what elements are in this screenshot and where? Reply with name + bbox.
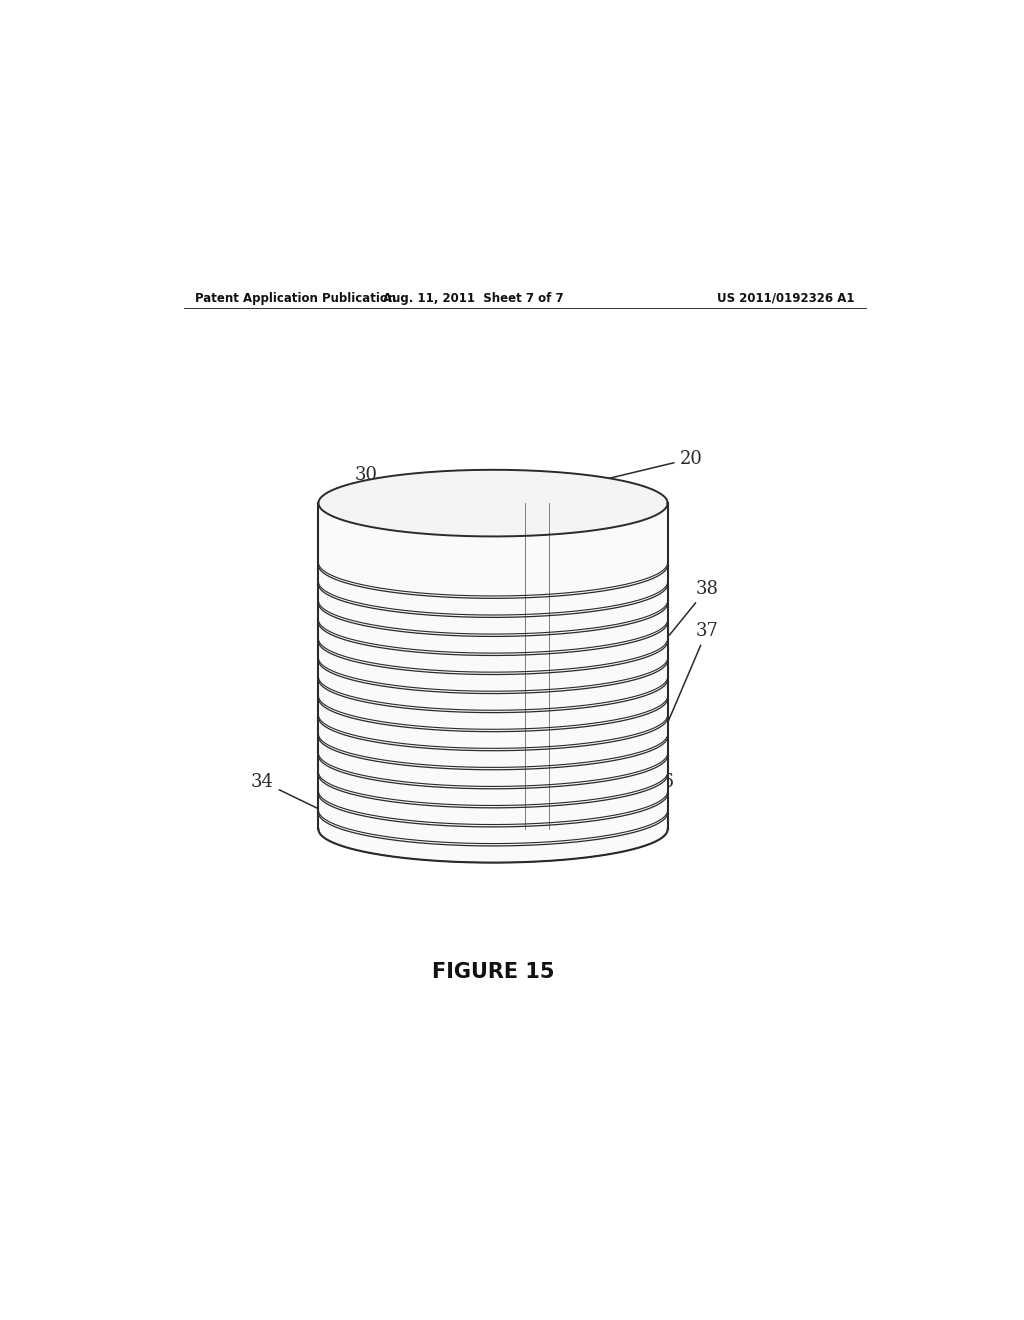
Text: 20: 20 — [592, 450, 702, 483]
Polygon shape — [318, 775, 668, 825]
Text: 38: 38 — [670, 579, 719, 635]
Polygon shape — [318, 609, 668, 675]
Polygon shape — [318, 793, 668, 843]
Polygon shape — [318, 742, 668, 808]
Polygon shape — [318, 737, 668, 787]
Polygon shape — [318, 565, 668, 615]
Polygon shape — [318, 503, 668, 595]
Polygon shape — [318, 645, 668, 713]
Polygon shape — [318, 684, 668, 751]
Polygon shape — [318, 665, 668, 731]
Polygon shape — [318, 704, 668, 770]
Polygon shape — [318, 722, 668, 789]
Text: 36: 36 — [652, 772, 675, 810]
Polygon shape — [318, 470, 668, 536]
Polygon shape — [318, 680, 668, 729]
Polygon shape — [318, 550, 668, 618]
Polygon shape — [318, 622, 668, 672]
Polygon shape — [318, 779, 668, 846]
Polygon shape — [318, 760, 668, 826]
Polygon shape — [318, 717, 668, 767]
Polygon shape — [318, 642, 668, 692]
Polygon shape — [318, 660, 668, 710]
Text: Aug. 11, 2011  Sheet 7 of 7: Aug. 11, 2011 Sheet 7 of 7 — [383, 292, 563, 305]
Polygon shape — [318, 627, 668, 693]
Polygon shape — [318, 755, 668, 805]
Text: 37: 37 — [669, 622, 718, 721]
Polygon shape — [318, 583, 668, 634]
Text: 30: 30 — [354, 466, 464, 499]
Polygon shape — [318, 603, 668, 653]
Polygon shape — [318, 570, 668, 636]
Polygon shape — [318, 813, 668, 862]
Polygon shape — [318, 532, 668, 598]
Text: 34: 34 — [251, 772, 324, 812]
Text: Patent Application Publication: Patent Application Publication — [196, 292, 396, 305]
Polygon shape — [318, 698, 668, 748]
Polygon shape — [318, 589, 668, 656]
Text: FIGURE 15: FIGURE 15 — [432, 962, 554, 982]
Text: US 2011/0192326 A1: US 2011/0192326 A1 — [717, 292, 854, 305]
